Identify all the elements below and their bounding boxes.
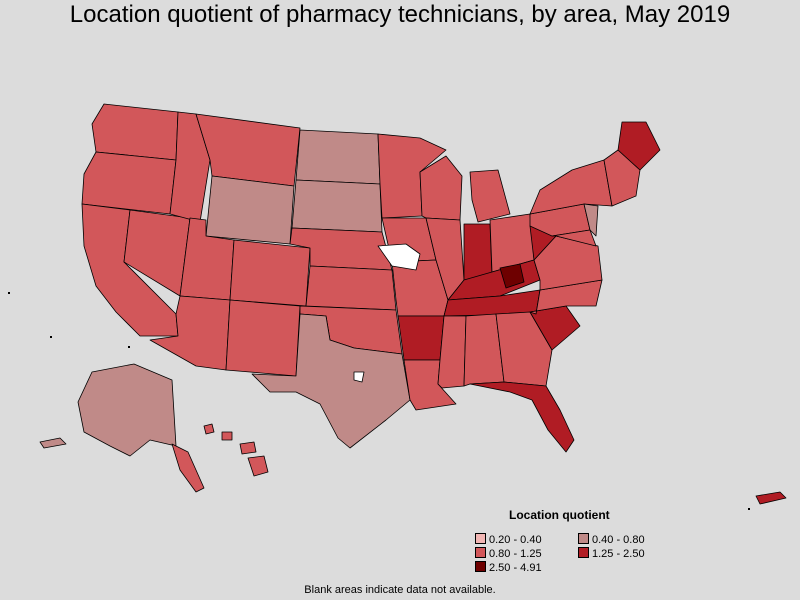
legend-label: 1.25 - 2.50 [592,548,645,560]
legend-label: 2.50 - 4.91 [489,562,542,574]
legend-swatch [578,533,589,544]
region-new-mexico [225,299,301,377]
legend-item-3: 1.25 - 2.50 [578,547,645,560]
legend-swatch [475,561,486,572]
region-kentucky-core [499,263,525,289]
region-hawaii-oahu [221,431,233,441]
legend-item-1: 0.40 - 0.80 [578,533,645,546]
legend-title: Location quotient [509,508,610,522]
region-indiana [463,223,493,281]
legend-label: 0.20 - 0.40 [489,534,542,546]
region-arkansas [397,315,445,361]
legend-label: 0.40 - 0.80 [592,534,645,546]
region-maryland-delaware [551,229,597,247]
legend-swatch [475,533,486,544]
region-hawaii-big-island [247,455,269,477]
chart-title: Location quotient of pharmacy technician… [69,1,731,28]
region-maine [617,121,661,171]
legend-item-4: 2.50 - 4.91 [475,561,542,574]
region-no-data-texas [353,371,365,383]
legend-item-2: 0.80 - 1.25 [475,547,542,560]
island-mark [128,346,130,348]
region-michigan [469,169,511,223]
region-new-jersey [583,203,599,237]
legend-label: 0.80 - 1.25 [489,548,542,560]
region-wyoming [205,175,295,245]
region-puerto-rico [755,491,787,505]
region-alaska-southeast [171,443,205,493]
region-alaska [77,363,177,457]
region-no-data [377,243,421,271]
island-mark [50,336,52,338]
region-new-england [603,149,641,207]
region-new-york [529,159,613,215]
region-washington [91,103,179,161]
region-kansas [305,265,397,311]
legend-item-0: 0.20 - 0.40 [475,533,542,546]
island-mark [748,508,750,510]
legend-swatch [475,547,486,558]
region-florida [469,381,575,453]
island-mark [8,292,10,294]
legend-swatch [578,547,589,558]
region-georgia [495,311,553,387]
region-aleutian-islands [39,437,67,449]
region-south-dakota [291,179,383,233]
region-north-dakota [295,129,381,185]
region-texas [251,313,411,449]
region-hawaii-kauai [203,423,215,435]
region-oregon [81,151,177,215]
region-colorado [229,239,311,307]
footnote: Blank areas indicate data not available. [304,584,496,596]
region-montana [195,113,301,187]
region-hawaii-maui [239,441,257,455]
